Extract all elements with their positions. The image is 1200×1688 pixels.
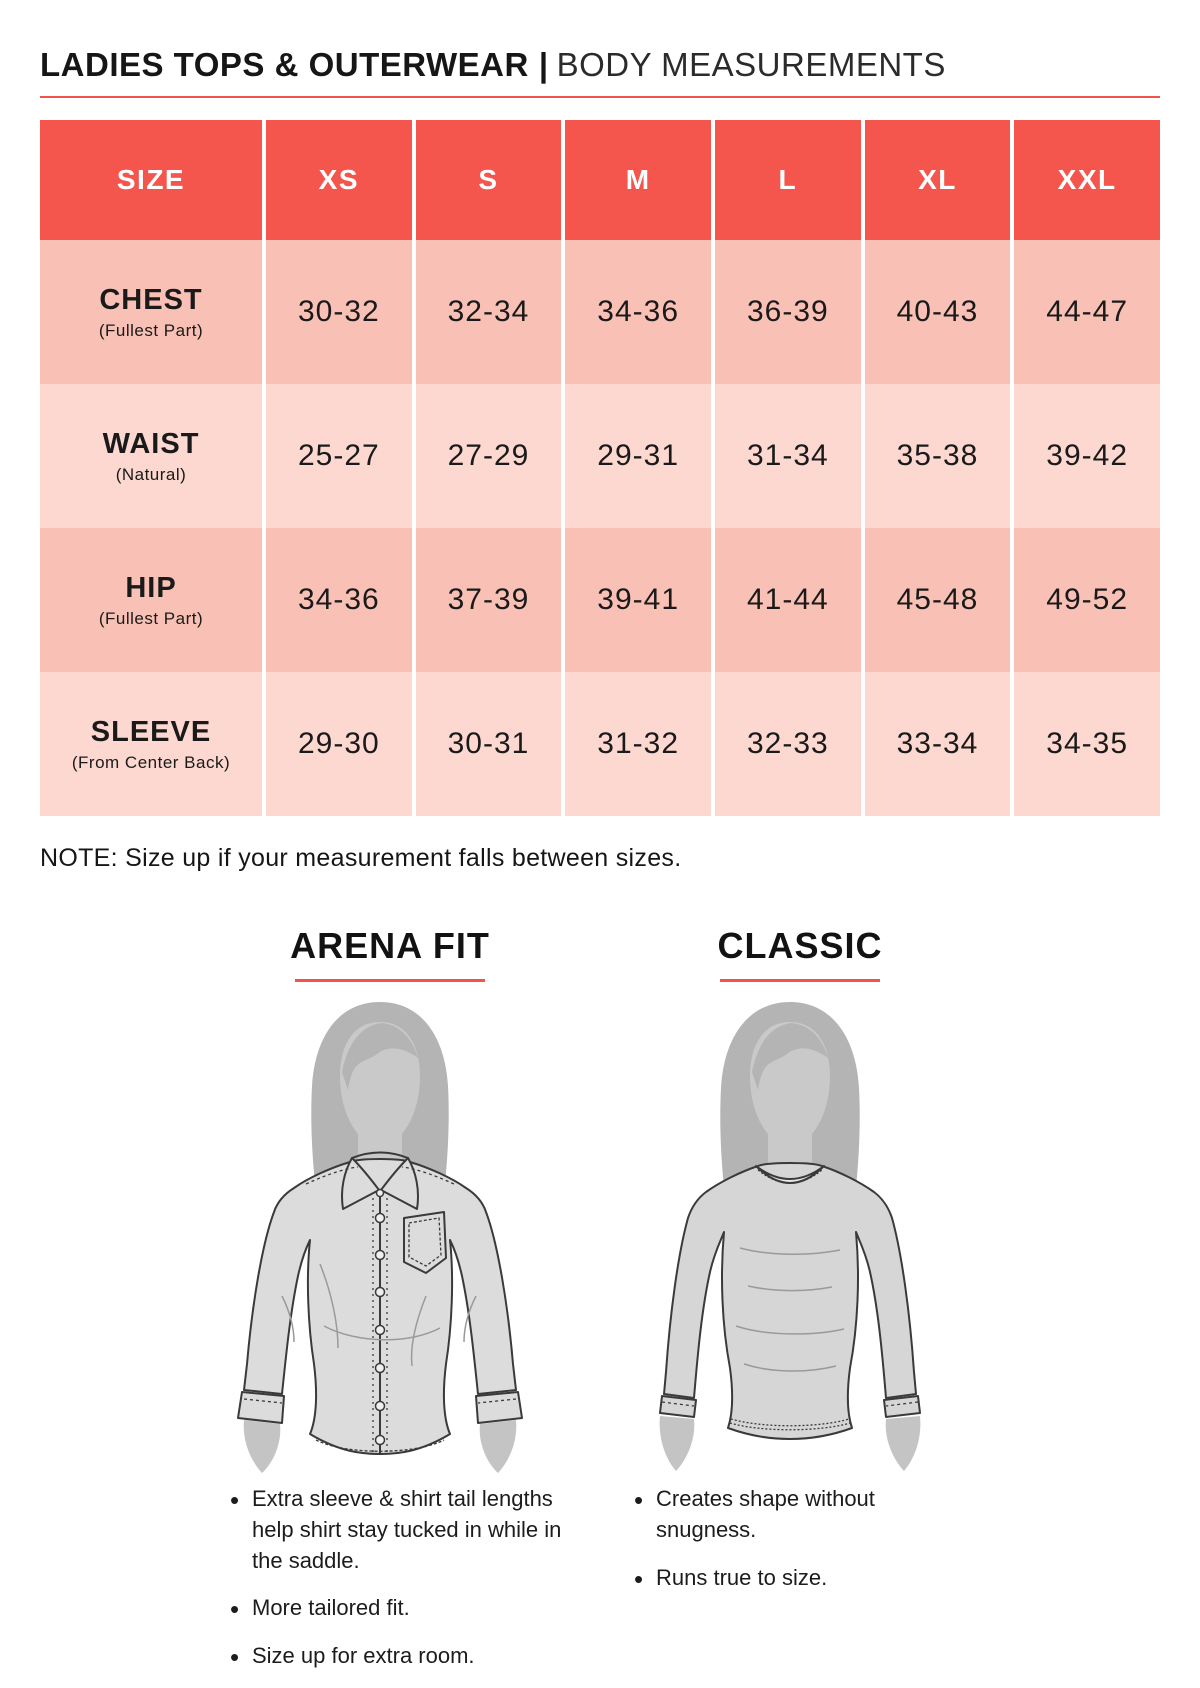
waist-m: 29-31 [597,439,680,472]
hip-xl: 45-48 [896,583,979,616]
row-label-hip: HIP (Fullest Part) [40,528,262,672]
classic-fit-column: CLASSIC [610,925,990,1688]
sleeve-m: 31-32 [597,727,680,760]
column-header-l: L [715,120,861,240]
page-title-subtitle: BODY MEASUREMENTS [556,46,946,83]
chest-s: 32-34 [447,295,530,328]
classic-fit-bullet-list: Creates shape without snugness. Runs tru… [610,1482,950,1597]
classic-fit-bullet-2: Runs true to size. [634,1561,950,1597]
title-underline-rule [40,96,1160,98]
sizing-note: NOTE: Size up if your measurement falls … [40,844,682,872]
hip-xs: 34-36 [297,583,380,616]
waist-xs: 25-27 [297,439,380,472]
classic-fit-bullet-1: Creates shape without snugness. [634,1482,950,1546]
right-hand-icon [885,1416,921,1471]
right-hand-icon [479,1420,517,1473]
waist-s: 27-29 [447,439,530,472]
arena-fit-bullet-list: Extra sleeve & shirt tail lengths help s… [190,1482,572,1675]
arena-fit-title: ARENA FIT [290,925,490,966]
chest-xs: 30-32 [297,295,380,328]
column-header-xxl: XXL [1014,120,1160,240]
hip-s: 37-39 [447,583,530,616]
classic-figure-illustration [659,1002,921,1471]
fit-comparison-section: ARENA FIT [40,925,1160,1688]
arena-fit-title-underline [295,979,485,982]
chest-l: 36-39 [746,295,829,328]
column-header-xl: XL [864,120,1011,240]
hip-m: 39-41 [597,583,680,616]
arena-fit-bullet-1: Extra sleeve & shirt tail lengths help s… [230,1482,572,1576]
top-wrinkle-lines [735,1247,845,1372]
row-label-waist: WAIST (Natural) [40,384,262,528]
fitted-top-icon [659,1162,921,1440]
sleeve-xl: 33-34 [896,727,979,760]
classic-fit-title-underline [720,979,880,982]
page-title-divider: | [538,46,549,83]
page-title: LADIES TOPS & OUTERWEAR | BODY MEASUREMENT… [40,46,1160,84]
hip-l: 41-44 [746,583,829,616]
arena-fit-column: ARENA FIT [190,925,590,1688]
shirt-placket-and-buttons [374,1188,386,1454]
column-header-size: SIZE [40,120,262,240]
arena-fit-figure-illustration [237,1002,523,1473]
woman-face-icon [750,1022,830,1188]
chest-xxl: 44-47 [1046,295,1129,328]
classic-fit-title: CLASSIC [717,925,883,966]
row-label-sleeve: SLEEVE (From Center Back) [40,672,262,816]
column-header-xs: XS [266,120,412,240]
woman-face-icon [340,1022,420,1178]
page-title-category: LADIES TOPS & OUTERWEAR [40,46,529,83]
hip-xxl: 49-52 [1046,583,1129,616]
waist-xxl: 39-42 [1046,439,1129,472]
sleeve-l: 32-33 [746,727,829,760]
body-measurements-table: SIZE XS S M L XL XXL CHEST (Fullest Part… [40,120,1160,816]
sleeve-s: 30-31 [447,727,530,760]
row-label-chest: CHEST (Fullest Part) [40,240,262,384]
waist-xl: 35-38 [896,439,979,472]
chest-xl: 40-43 [896,295,979,328]
size-guide-page: LADIES TOPS & OUTERWEAR | BODY MEASUREMENT… [0,46,1200,1688]
left-hand-icon [243,1420,281,1473]
sleeve-xs: 29-30 [297,727,380,760]
column-header-m: M [565,120,711,240]
column-header-s: S [415,120,562,240]
arena-fit-bullet-2: More tailored fit. [230,1591,572,1627]
shirt-wrinkle-lines [281,1263,477,1367]
waist-l: 31-34 [746,439,829,472]
sleeve-xxl: 34-35 [1046,727,1129,760]
shirt-stitching [243,1166,517,1452]
top-stitching [661,1169,919,1431]
chest-m: 34-36 [597,295,680,328]
left-hand-icon [659,1416,695,1471]
arena-fit-bullet-3: Size up for extra room. [230,1639,572,1675]
